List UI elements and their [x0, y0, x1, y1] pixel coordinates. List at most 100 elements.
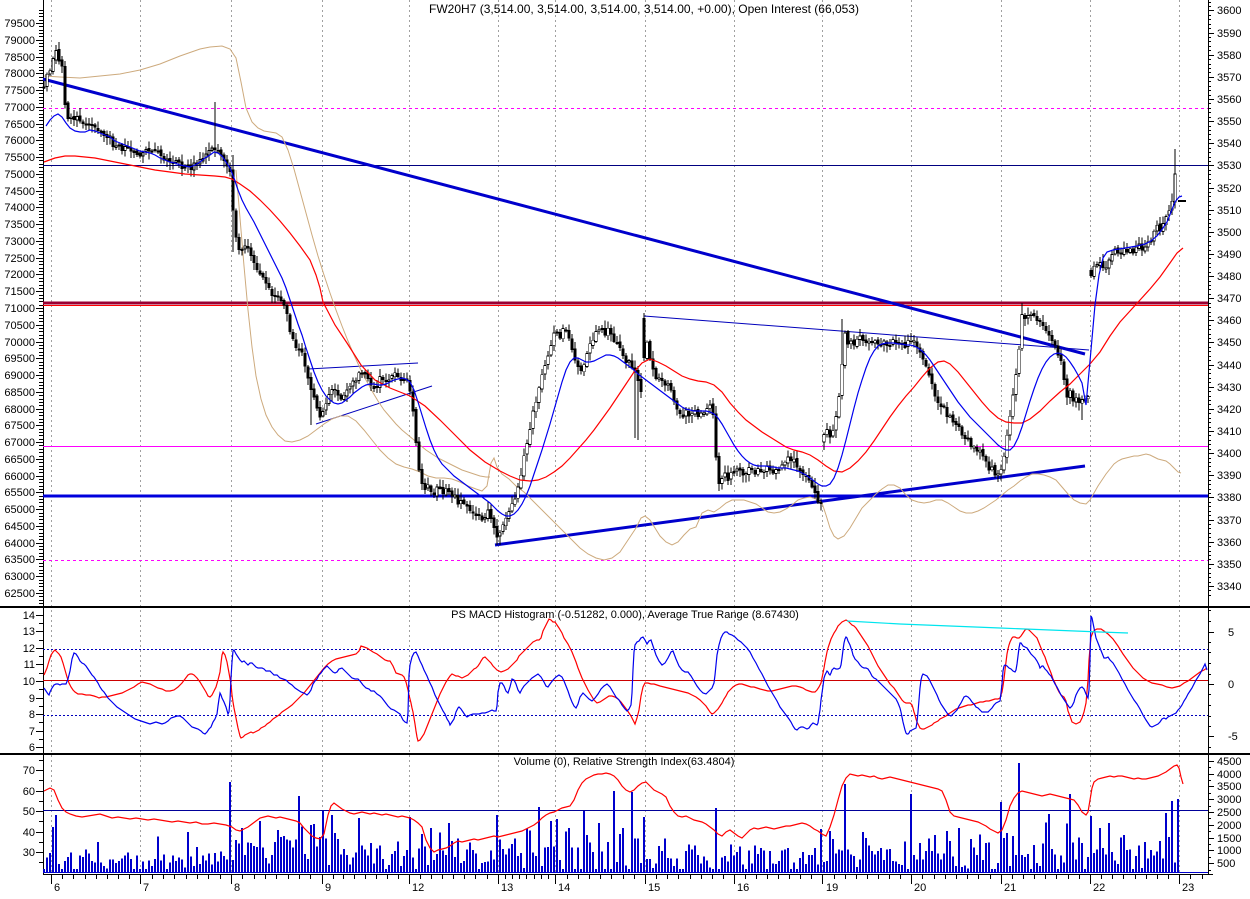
svg-text:70500: 70500: [4, 320, 35, 332]
svg-text:72500: 72500: [4, 253, 35, 265]
svg-text:6: 6: [54, 882, 60, 894]
svg-text:3360: 3360: [1217, 537, 1241, 549]
svg-text:PS MACD Histogram (-0.51282,: PS MACD Histogram (-0.51282, 0.000), Ave…: [451, 609, 799, 621]
svg-text:66500: 66500: [4, 454, 35, 466]
svg-text:6: 6: [29, 742, 35, 754]
svg-text:3520: 3520: [1217, 183, 1241, 195]
svg-text:3380: 3380: [1217, 492, 1241, 504]
svg-text:3550: 3550: [1217, 116, 1241, 128]
svg-text:3540: 3540: [1217, 138, 1241, 150]
svg-text:50: 50: [23, 806, 35, 818]
svg-text:21: 21: [1004, 882, 1016, 894]
svg-text:5: 5: [1228, 627, 1234, 639]
svg-text:3400: 3400: [1217, 448, 1241, 460]
svg-text:69000: 69000: [4, 370, 35, 382]
svg-text:65500: 65500: [4, 487, 35, 499]
svg-text:65000: 65000: [4, 504, 35, 516]
svg-text:78000: 78000: [4, 68, 35, 80]
svg-text:3510: 3510: [1217, 205, 1241, 217]
svg-text:64500: 64500: [4, 521, 35, 533]
svg-text:75000: 75000: [4, 169, 35, 181]
svg-text:70000: 70000: [4, 337, 35, 349]
svg-text:74500: 74500: [4, 186, 35, 198]
svg-text:3390: 3390: [1217, 470, 1241, 482]
svg-text:4500: 4500: [1217, 756, 1241, 768]
svg-text:1000: 1000: [1217, 845, 1241, 857]
svg-text:3480: 3480: [1217, 271, 1241, 283]
svg-text:23: 23: [1182, 882, 1194, 894]
svg-text:2000: 2000: [1217, 820, 1241, 832]
svg-text:2500: 2500: [1217, 807, 1241, 819]
svg-text:13: 13: [23, 626, 35, 638]
svg-text:75500: 75500: [4, 152, 35, 164]
svg-text:76000: 76000: [4, 135, 35, 147]
svg-text:73500: 73500: [4, 219, 35, 231]
svg-text:0: 0: [1228, 679, 1234, 691]
svg-text:63000: 63000: [4, 571, 35, 583]
svg-text:68000: 68000: [4, 404, 35, 416]
svg-text:3430: 3430: [1217, 382, 1241, 394]
svg-text:3500: 3500: [1217, 781, 1241, 793]
svg-text:3470: 3470: [1217, 293, 1241, 305]
svg-text:67000: 67000: [4, 437, 35, 449]
svg-text:63500: 63500: [4, 554, 35, 566]
svg-text:-5: -5: [1228, 731, 1238, 743]
svg-text:13: 13: [501, 882, 513, 894]
svg-text:3530: 3530: [1217, 160, 1241, 172]
svg-text:66000: 66000: [4, 471, 35, 483]
svg-text:3000: 3000: [1217, 794, 1241, 806]
svg-text:78500: 78500: [4, 52, 35, 64]
svg-text:500: 500: [1217, 858, 1235, 870]
svg-text:16: 16: [737, 882, 749, 894]
svg-text:3440: 3440: [1217, 360, 1241, 372]
svg-text:12: 12: [23, 643, 35, 655]
svg-text:3600: 3600: [1217, 5, 1241, 17]
svg-text:3570: 3570: [1217, 72, 1241, 84]
svg-text:4000: 4000: [1217, 769, 1241, 781]
svg-text:76500: 76500: [4, 119, 35, 131]
svg-text:70: 70: [23, 765, 35, 777]
svg-text:8: 8: [29, 709, 35, 721]
svg-text:9: 9: [325, 882, 331, 894]
svg-text:22: 22: [1093, 882, 1105, 894]
svg-text:30: 30: [23, 847, 35, 859]
svg-text:3370: 3370: [1217, 515, 1241, 527]
svg-text:74000: 74000: [4, 202, 35, 214]
svg-text:12: 12: [412, 882, 424, 894]
svg-text:64000: 64000: [4, 538, 35, 550]
svg-text:7: 7: [29, 726, 35, 738]
svg-text:19: 19: [826, 882, 838, 894]
svg-text:68500: 68500: [4, 387, 35, 399]
svg-text:3410: 3410: [1217, 426, 1241, 438]
svg-text:77000: 77000: [4, 102, 35, 114]
svg-text:3490: 3490: [1217, 249, 1241, 261]
svg-text:79000: 79000: [4, 35, 35, 47]
svg-text:3450: 3450: [1217, 337, 1241, 349]
svg-text:79500: 79500: [4, 18, 35, 30]
svg-text:9: 9: [29, 693, 35, 705]
svg-text:FW20H7 (3,514.00, 3,514.00, 3,: FW20H7 (3,514.00, 3,514.00, 3,514.00, 3,…: [429, 2, 859, 16]
svg-text:3420: 3420: [1217, 404, 1241, 416]
svg-text:11: 11: [24, 659, 35, 671]
svg-text:73000: 73000: [4, 236, 35, 248]
svg-text:10: 10: [23, 676, 35, 688]
svg-text:8: 8: [234, 882, 240, 894]
svg-text:71500: 71500: [4, 286, 35, 298]
svg-text:15: 15: [648, 882, 660, 894]
svg-text:3560: 3560: [1217, 94, 1241, 106]
svg-text:14: 14: [23, 610, 35, 622]
svg-text:3350: 3350: [1217, 559, 1241, 571]
svg-text:62500: 62500: [4, 588, 35, 600]
svg-text:Volume (0), Relative Strength: Volume (0), Relative Strength Index(63.4…: [514, 756, 735, 768]
svg-text:1500: 1500: [1217, 833, 1241, 845]
svg-text:7: 7: [143, 882, 149, 894]
svg-text:3460: 3460: [1217, 315, 1241, 327]
svg-text:3580: 3580: [1217, 50, 1241, 62]
svg-text:20: 20: [914, 882, 926, 894]
svg-text:60: 60: [23, 786, 35, 798]
svg-text:72000: 72000: [4, 269, 35, 281]
svg-text:3590: 3590: [1217, 28, 1241, 40]
svg-text:3500: 3500: [1217, 227, 1241, 239]
svg-text:40: 40: [23, 827, 35, 839]
svg-text:14: 14: [558, 882, 570, 894]
